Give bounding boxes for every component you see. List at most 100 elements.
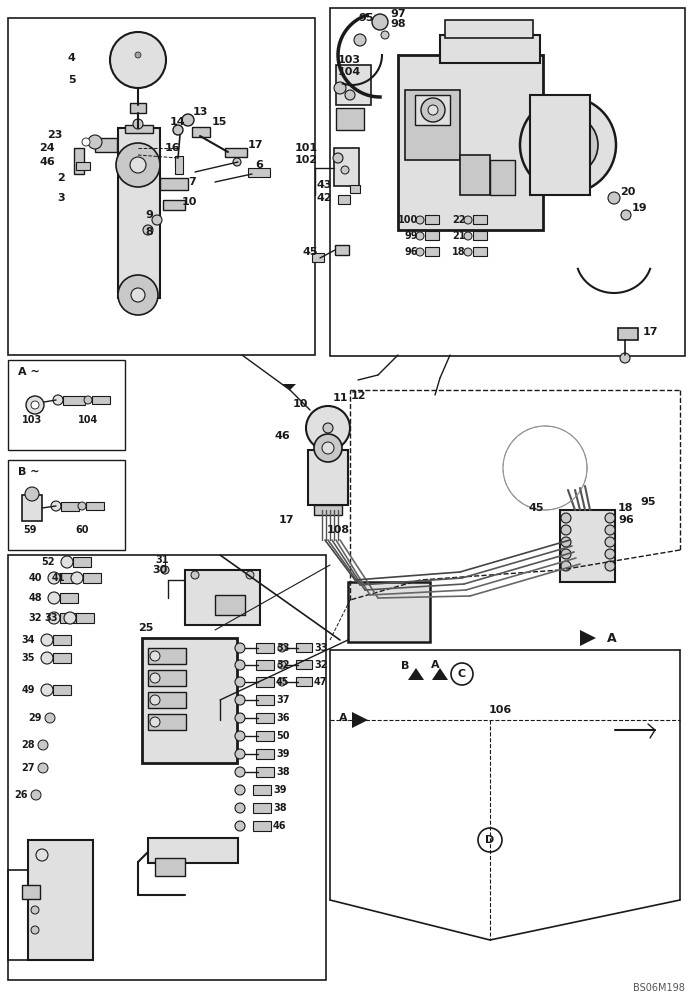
- Text: 38: 38: [273, 803, 286, 813]
- Circle shape: [416, 232, 424, 240]
- Text: 104: 104: [78, 415, 98, 425]
- Text: 9: 9: [145, 210, 153, 220]
- Circle shape: [334, 82, 346, 94]
- Circle shape: [451, 663, 473, 685]
- Bar: [253, 821, 271, 831]
- Text: 11: 11: [332, 393, 348, 403]
- Text: 36: 36: [276, 713, 289, 723]
- Bar: [142, 638, 237, 763]
- Circle shape: [36, 849, 48, 861]
- Circle shape: [82, 138, 90, 146]
- Text: 30: 30: [152, 565, 167, 575]
- Circle shape: [48, 612, 60, 624]
- Text: 28: 28: [21, 740, 35, 750]
- Circle shape: [135, 52, 141, 58]
- Circle shape: [84, 396, 92, 404]
- Bar: [8, 555, 326, 980]
- Bar: [248, 168, 270, 177]
- Text: 108: 108: [327, 525, 350, 535]
- Bar: [336, 65, 371, 105]
- Bar: [490, 160, 515, 195]
- Text: 39: 39: [276, 749, 289, 759]
- Polygon shape: [408, 668, 424, 680]
- Bar: [460, 155, 490, 195]
- Text: 27: 27: [21, 763, 35, 773]
- Circle shape: [464, 216, 472, 224]
- Polygon shape: [432, 668, 448, 680]
- Text: 103: 103: [338, 55, 361, 65]
- Bar: [60, 573, 78, 583]
- Text: 35: 35: [21, 653, 35, 663]
- Circle shape: [110, 32, 166, 88]
- Circle shape: [314, 434, 342, 462]
- Circle shape: [605, 549, 615, 559]
- Bar: [415, 95, 450, 125]
- Bar: [192, 127, 210, 137]
- Text: 39: 39: [273, 785, 286, 795]
- Bar: [314, 505, 342, 515]
- Circle shape: [605, 537, 615, 547]
- Circle shape: [322, 442, 334, 454]
- Bar: [336, 108, 364, 130]
- Bar: [296, 643, 312, 652]
- Text: 2: 2: [57, 173, 65, 183]
- Circle shape: [381, 31, 389, 39]
- Circle shape: [61, 556, 73, 568]
- Text: B: B: [401, 661, 409, 671]
- Text: 37: 37: [276, 695, 289, 705]
- Circle shape: [556, 133, 580, 157]
- Bar: [405, 90, 460, 160]
- Circle shape: [608, 192, 620, 204]
- Bar: [28, 840, 93, 960]
- Bar: [296, 660, 312, 669]
- Text: 59: 59: [24, 525, 37, 535]
- Text: 6: 6: [255, 160, 263, 170]
- Circle shape: [45, 713, 55, 723]
- Circle shape: [235, 713, 245, 723]
- Bar: [215, 595, 245, 615]
- Text: 26: 26: [15, 790, 28, 800]
- Text: 45: 45: [302, 247, 318, 257]
- Text: 18: 18: [618, 503, 633, 513]
- Circle shape: [561, 561, 571, 571]
- Bar: [130, 103, 146, 113]
- Polygon shape: [282, 384, 296, 390]
- Bar: [473, 215, 487, 224]
- Text: 47: 47: [314, 677, 327, 687]
- Circle shape: [150, 717, 160, 727]
- Bar: [74, 148, 84, 174]
- Bar: [8, 18, 315, 355]
- Circle shape: [150, 651, 160, 661]
- Circle shape: [116, 143, 160, 187]
- Bar: [256, 713, 274, 723]
- Circle shape: [235, 749, 245, 759]
- Text: 5: 5: [68, 75, 75, 85]
- Text: D: D: [485, 835, 495, 845]
- Bar: [148, 714, 186, 730]
- Circle shape: [428, 105, 438, 115]
- Bar: [330, 8, 685, 356]
- Text: 40: 40: [28, 573, 42, 583]
- Bar: [256, 660, 274, 670]
- Circle shape: [41, 684, 53, 696]
- Text: 104: 104: [338, 67, 361, 77]
- Circle shape: [182, 114, 194, 126]
- Circle shape: [38, 740, 48, 750]
- Bar: [296, 677, 312, 686]
- Bar: [256, 767, 274, 777]
- Bar: [175, 156, 183, 174]
- Text: 10: 10: [293, 399, 308, 409]
- Text: B ~: B ~: [18, 467, 39, 477]
- Text: 97: 97: [390, 9, 406, 19]
- Circle shape: [278, 678, 286, 686]
- Text: 95: 95: [640, 497, 655, 507]
- Circle shape: [48, 572, 60, 584]
- Circle shape: [41, 634, 53, 646]
- Bar: [22, 495, 42, 521]
- Text: A: A: [430, 660, 439, 670]
- Text: 22: 22: [453, 215, 466, 225]
- Bar: [118, 128, 160, 166]
- Circle shape: [520, 97, 616, 193]
- Circle shape: [561, 537, 571, 547]
- Text: 18: 18: [453, 247, 466, 257]
